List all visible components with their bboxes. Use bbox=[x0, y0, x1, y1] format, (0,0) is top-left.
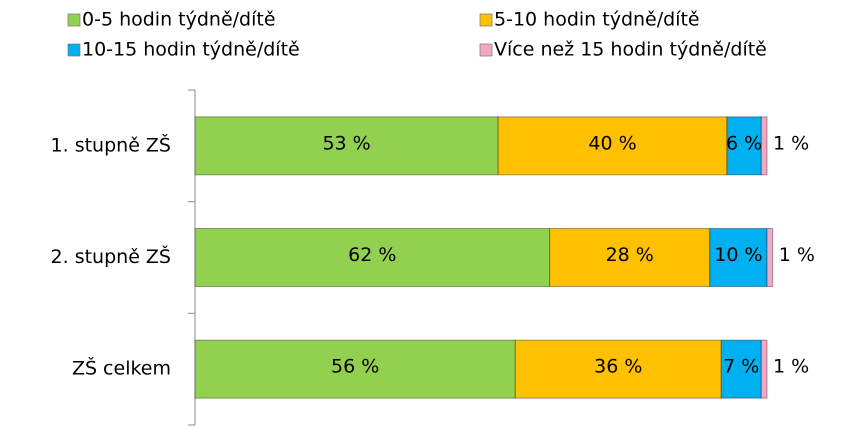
data-label: 1 % bbox=[773, 356, 809, 378]
data-label: 53 % bbox=[322, 132, 370, 154]
legend-swatch bbox=[67, 43, 81, 57]
legend-label: 5-10 hodin týdně/dítě bbox=[494, 9, 700, 31]
bar-segment bbox=[549, 228, 711, 287]
data-label: 40 % bbox=[588, 132, 636, 154]
bar-segment bbox=[194, 228, 551, 287]
data-label: 1 % bbox=[773, 132, 809, 154]
bar-segment bbox=[194, 339, 516, 399]
data-label: 6 % bbox=[726, 132, 762, 154]
bar-segment bbox=[760, 339, 768, 399]
legend-swatch bbox=[67, 13, 81, 27]
category-label: 2. stupně ZŠ bbox=[51, 244, 171, 268]
legend-label: 10-15 hodin týdně/dítě bbox=[82, 39, 300, 61]
bar-segment bbox=[709, 228, 768, 287]
legend-label: 0-5 hodin týdně/dítě bbox=[82, 9, 276, 31]
bar-segment bbox=[720, 339, 762, 399]
category-label: ZŠ celkem bbox=[72, 356, 171, 380]
data-label: 62 % bbox=[348, 244, 396, 266]
legend-label: Více než 15 hodin týdně/dítě bbox=[494, 39, 767, 61]
legend-swatch bbox=[479, 13, 493, 27]
bar-segment bbox=[194, 116, 499, 176]
bar-segment bbox=[726, 116, 762, 176]
data-label: 56 % bbox=[331, 356, 379, 378]
data-label: 36 % bbox=[594, 356, 642, 378]
data-label: 1 % bbox=[779, 244, 815, 266]
bar-segment bbox=[497, 116, 728, 176]
category-label: 1. stupně ZŠ bbox=[51, 132, 171, 156]
legend-swatch bbox=[479, 43, 493, 57]
bar-segment bbox=[766, 228, 774, 287]
data-label: 7 % bbox=[723, 356, 759, 378]
data-label: 10 % bbox=[714, 244, 762, 266]
data-label: 28 % bbox=[606, 244, 654, 266]
bar-segment bbox=[760, 116, 768, 176]
